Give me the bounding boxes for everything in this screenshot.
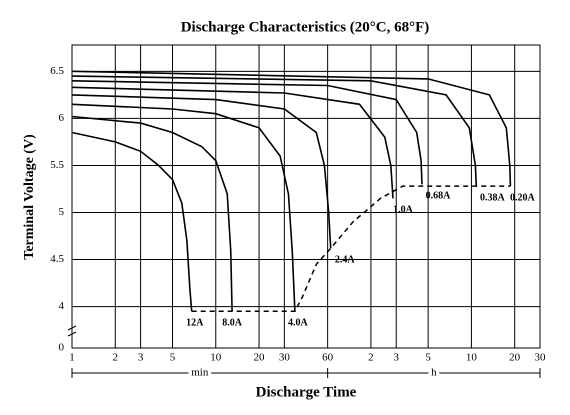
discharge-curve: [71, 131, 193, 312]
y-tick-label: 5: [59, 206, 65, 218]
curve-label: 4.0A: [288, 318, 309, 329]
x-axis-title: Discharge Time: [256, 384, 357, 400]
x-tick-label: 3: [138, 352, 144, 364]
x-tick-label: 1: [69, 352, 75, 364]
discharge-curve: [71, 103, 296, 312]
curve-label: 0.38A: [480, 192, 506, 203]
discharge-curve: [71, 70, 512, 187]
y-tick-label: 4: [59, 300, 65, 312]
x-tick-label: 60: [322, 352, 334, 364]
x-tick-label: 5: [170, 352, 176, 364]
curve-label: 1.0A: [393, 205, 414, 216]
curve-label: 12A: [186, 318, 204, 329]
discharge-curve: [71, 94, 332, 249]
x-tick-label: 10: [210, 352, 222, 364]
y-tick-label: 5.5: [50, 159, 64, 171]
curve-label: 0.20A: [510, 192, 536, 203]
y-axis-title: Terminal Voltage (V): [22, 134, 37, 260]
unit-label: min: [191, 367, 209, 379]
curve-label: 8.0A: [222, 318, 243, 329]
x-tick-label: 20: [254, 352, 266, 364]
y-tick-label: 6.5: [50, 65, 64, 77]
chart-title: Discharge Characteristics (20°C, 68°F): [181, 19, 430, 35]
discharge-curve: [71, 86, 394, 199]
discharge-curve: [71, 115, 233, 312]
x-tick-label: 3: [393, 352, 399, 364]
x-tick-label: 2: [368, 352, 374, 364]
unit-label: h: [431, 367, 437, 379]
x-tick-label: 30: [535, 352, 547, 364]
y-tick-label: 4.5: [50, 253, 64, 265]
x-tick-label: 10: [466, 352, 478, 364]
curve-label: 0.68A: [426, 191, 452, 202]
x-tick-label: 2: [113, 352, 119, 364]
curve-label: 2.4A: [335, 255, 356, 266]
x-tick-label: 30: [279, 352, 291, 364]
x-tick-label: 5: [425, 352, 431, 364]
y-break-label: 0: [59, 342, 65, 354]
discharge-curve: [71, 75, 478, 187]
x-tick-label: 20: [509, 352, 521, 364]
y-tick-label: 6: [59, 112, 65, 124]
cutoff-line: [191, 185, 511, 313]
discharge-curve: [71, 80, 423, 185]
